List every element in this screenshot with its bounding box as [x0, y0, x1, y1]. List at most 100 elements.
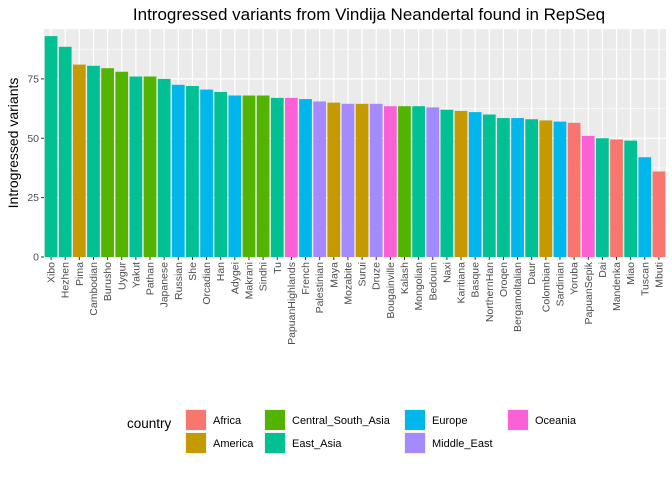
x-tick-label: Maya: [328, 262, 340, 288]
x-tick-label: Mongolian: [413, 262, 425, 311]
bar-she: [186, 86, 199, 257]
y-tick-label: 25: [27, 192, 39, 204]
bar-miao: [624, 140, 638, 257]
bar-surui: [355, 103, 369, 257]
x-tick-label: Cambodian: [88, 262, 100, 316]
x-tick-label: Bergamoltalian: [512, 262, 524, 332]
bar-papuanhighlands: [285, 97, 298, 257]
x-tick-label: Sardinian: [554, 262, 566, 307]
bar-adygei: [228, 95, 242, 257]
x-tick-label: Oroqen: [498, 262, 510, 297]
bar-kalash: [398, 106, 411, 257]
x-tick-label: Burusho: [102, 262, 114, 301]
legend-swatch-africa: [186, 410, 206, 430]
bar-han: [214, 91, 228, 257]
x-tick-label: Karitiana: [456, 262, 468, 304]
legend-title: country: [127, 416, 172, 431]
x-tick-label: Kalash: [399, 262, 411, 294]
x-tick-label: PapuanSepik: [583, 261, 595, 324]
x-tick-label: Pima: [74, 262, 86, 286]
x-tick-label: Miao: [625, 262, 637, 285]
bar-druze: [369, 103, 383, 257]
x-axis: Xibo Hezhen Pima Cambodian Burusho Uygur Yakut…: [46, 257, 665, 345]
x-tick-label: Pathan: [145, 262, 157, 295]
bar-karitiana: [454, 110, 468, 257]
x-tick-label: Yakut: [130, 262, 142, 288]
x-tick-label: Mozabite: [342, 262, 354, 305]
legend-label: Central_South_Asia: [292, 415, 391, 427]
legend-label: Europe: [432, 415, 467, 427]
x-tick-label: She: [187, 262, 199, 281]
x-tick-label: Naxi: [441, 262, 453, 283]
bar-colombian: [539, 120, 553, 257]
legend: country Africa America Central_South_Asia E…: [127, 409, 577, 454]
x-tick-label: Basque: [470, 262, 482, 298]
chart-title: Introgressed variants from Vindija Neand…: [133, 5, 605, 24]
legend-label: America: [213, 438, 254, 450]
bar-uygur: [115, 71, 129, 257]
legend-swatch-east_asia: [265, 433, 285, 453]
y-tick-label: 0: [33, 252, 39, 264]
bar-papuansepik: [581, 135, 595, 257]
bar-oroqen: [497, 118, 510, 257]
bar-naxi: [440, 109, 454, 257]
bar-french: [299, 99, 312, 257]
bar-orcadian: [200, 89, 213, 257]
x-tick-label: Druze: [371, 262, 383, 290]
bar-yakut: [129, 76, 143, 257]
x-tick-label: Japanese: [159, 262, 171, 308]
bar-sindhi: [256, 95, 270, 257]
bar-basque: [468, 112, 482, 257]
legend-label: Oceania: [535, 415, 577, 427]
bar-xibo: [44, 36, 58, 257]
x-tick-label: Tu: [272, 262, 284, 274]
x-tick-label: Daur: [526, 262, 538, 285]
legend-label: Africa: [213, 415, 242, 427]
bar-tu: [270, 97, 284, 257]
x-tick-label: Mbuti: [653, 262, 665, 288]
y-axis: 0 25 50 75: [27, 73, 44, 264]
y-tick-label: 50: [27, 133, 39, 145]
bar-japanese: [157, 78, 171, 257]
bar-makrani: [242, 95, 256, 257]
legend-swatch-middle_east: [405, 433, 425, 453]
bar-mandenka: [610, 139, 623, 257]
x-tick-label: Adygei: [229, 262, 241, 294]
bar-pathan: [143, 76, 157, 257]
bar-mbuti: [652, 171, 666, 257]
x-tick-label: Han: [215, 262, 227, 281]
x-tick-label: NorthernHan: [484, 262, 496, 322]
bar-burusho: [101, 68, 114, 257]
bar-mozabite: [341, 103, 355, 257]
bar-tuscan: [638, 157, 652, 257]
bar-bedouin: [426, 107, 440, 257]
x-tick-label: PapuanHighlands: [286, 262, 298, 345]
bar-daur: [525, 119, 539, 257]
x-tick-label: Russian: [173, 262, 185, 300]
legend-label: Middle_East: [432, 438, 493, 450]
bar-palestinian: [313, 101, 327, 257]
bar-yoruba: [567, 122, 581, 257]
bar-maya: [327, 102, 341, 257]
x-tick-label: Uygur: [116, 262, 128, 291]
x-tick-label: Dai: [597, 262, 609, 278]
x-tick-label: Bougainville: [385, 262, 397, 319]
x-tick-label: Sindhi: [258, 262, 270, 291]
x-tick-label: Orcadian: [201, 262, 213, 305]
x-tick-label: Palestinian: [314, 262, 326, 314]
legend-swatch-oceania: [508, 410, 528, 430]
legend-swatch-europe: [405, 410, 425, 430]
bar-russian: [171, 84, 185, 257]
x-tick-label: Makrani: [243, 262, 255, 299]
y-tick-label: 75: [27, 73, 39, 85]
bar-bergamoltalian: [511, 118, 524, 257]
x-tick-label: Xibo: [46, 262, 58, 283]
x-tick-label: Bedouin: [427, 262, 439, 301]
x-tick-label: Hezhen: [60, 262, 72, 298]
bar-cambodian: [87, 65, 100, 257]
x-tick-label: Surui: [357, 262, 369, 287]
x-tick-label: Tuscan: [639, 262, 651, 296]
legend-swatch-america: [186, 433, 206, 453]
legend-swatch-central_south_asia: [265, 410, 285, 430]
